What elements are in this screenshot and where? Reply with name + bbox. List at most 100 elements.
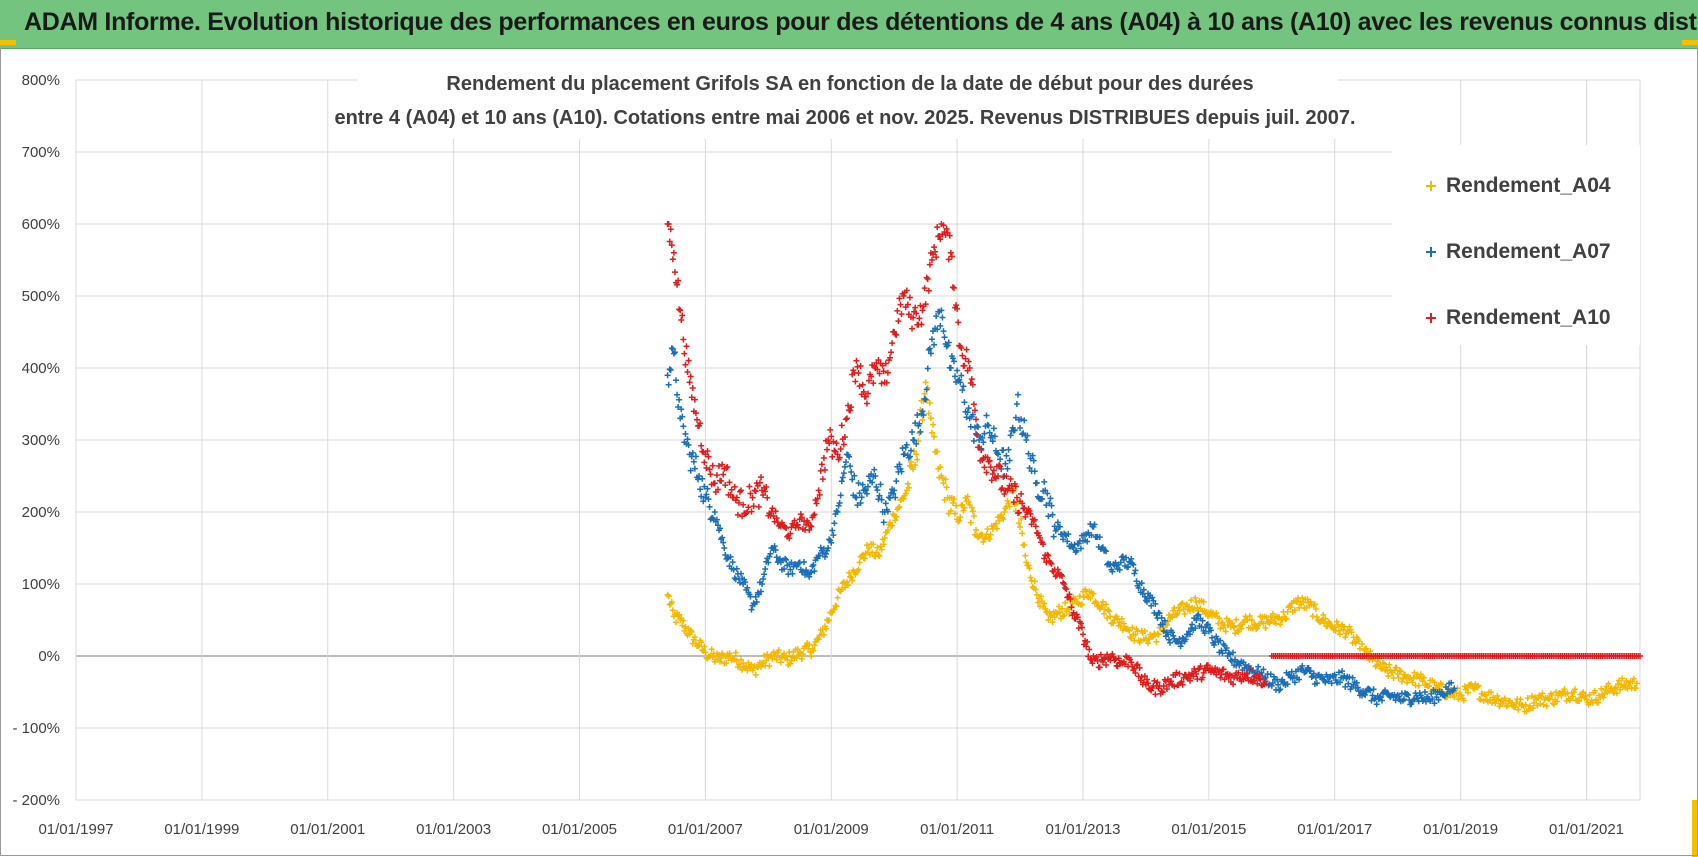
data-point [816, 552, 823, 559]
data-point [1133, 578, 1140, 585]
data-point [1045, 617, 1052, 623]
data-point [952, 510, 959, 517]
data-point [841, 463, 848, 470]
data-point [863, 490, 870, 497]
data-point [1041, 600, 1048, 607]
data-point [1116, 619, 1123, 626]
data-point [1431, 700, 1438, 707]
data-point [1149, 594, 1156, 601]
data-point [706, 466, 713, 473]
data-point [769, 505, 776, 512]
data-point [690, 458, 697, 465]
data-point [1103, 601, 1110, 608]
data-point [1077, 545, 1084, 552]
data-point [881, 535, 888, 542]
data-point [1056, 609, 1063, 616]
data-point [664, 372, 671, 379]
data-point [787, 660, 794, 667]
data-point [1029, 452, 1036, 459]
data-point [1421, 688, 1428, 695]
data-point [942, 476, 949, 483]
data-point [1303, 604, 1310, 611]
data-point [1513, 699, 1520, 706]
data-point [1220, 666, 1227, 673]
data-point [947, 249, 954, 256]
data-point [1104, 615, 1111, 622]
data-point [1097, 604, 1104, 611]
data-point [738, 570, 745, 577]
data-point [732, 497, 739, 504]
data-point [704, 448, 711, 455]
x-tick-label: 01/01/2005 [542, 821, 617, 838]
data-point [1426, 682, 1433, 689]
data-point [1088, 532, 1095, 539]
data-point [1254, 667, 1261, 674]
data-point [1404, 679, 1411, 686]
data-point [684, 436, 691, 443]
data-point [1066, 611, 1073, 618]
data-point [1321, 620, 1328, 627]
data-point [1113, 613, 1120, 620]
data-point [861, 555, 868, 562]
data-point [1230, 681, 1236, 688]
data-point [921, 395, 928, 402]
data-point [983, 412, 990, 419]
data-point [868, 373, 875, 380]
data-point [1132, 567, 1139, 574]
data-point [1238, 625, 1245, 632]
data-point [1383, 664, 1390, 671]
data-point [846, 569, 853, 576]
data-point [798, 514, 805, 521]
data-point [877, 481, 884, 488]
data-point [1010, 499, 1017, 506]
data-point [1414, 695, 1421, 702]
data-point [1047, 613, 1054, 620]
data-point [755, 503, 762, 510]
data-point [1591, 687, 1598, 694]
data-point [1348, 629, 1355, 636]
data-point [1099, 598, 1106, 605]
data-point [1156, 610, 1163, 617]
data-point [967, 519, 974, 526]
data-point [931, 433, 938, 440]
data-point [1512, 703, 1519, 710]
data-point [1342, 634, 1349, 641]
data-point [1063, 586, 1070, 593]
data-point [1226, 651, 1233, 658]
data-point [988, 477, 995, 484]
data-point [1031, 516, 1038, 523]
data-point [714, 486, 721, 493]
data-point [1223, 644, 1230, 651]
data-point [1230, 649, 1236, 656]
data-point [1236, 662, 1243, 669]
data-point [835, 502, 842, 509]
data-point [955, 319, 962, 326]
data-point [665, 381, 672, 388]
data-point [970, 512, 977, 519]
data-point [955, 377, 962, 384]
data-point [826, 440, 833, 447]
data-point [674, 391, 681, 398]
data-point [922, 301, 929, 308]
data-point [782, 524, 789, 531]
data-point [1064, 538, 1071, 545]
data-point [670, 350, 677, 357]
data-point [833, 603, 840, 610]
data-point [1032, 586, 1039, 593]
data-point [927, 415, 934, 422]
data-point [1535, 694, 1542, 701]
data-point [818, 461, 825, 468]
legend-marker-rendement-a10 [1426, 313, 1436, 323]
data-point [1128, 635, 1135, 642]
x-tick-label: 01/01/2021 [1549, 821, 1624, 838]
data-point [1302, 668, 1309, 675]
data-point [1276, 687, 1283, 694]
data-point [1322, 615, 1329, 622]
data-point [996, 517, 1003, 524]
data-point [1076, 593, 1083, 600]
data-point [1345, 680, 1352, 687]
data-point [735, 499, 742, 506]
data-point [1540, 701, 1547, 708]
data-point [698, 639, 705, 646]
data-point [743, 663, 750, 670]
